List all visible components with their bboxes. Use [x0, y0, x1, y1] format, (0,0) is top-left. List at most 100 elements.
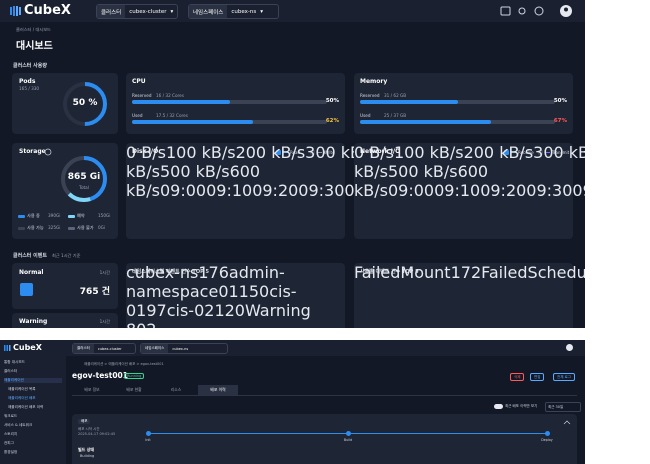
bar-total: 120: [214, 301, 245, 320]
build-status: Building: [80, 454, 95, 458]
action-button[interactable]: 삭제: [510, 373, 525, 381]
tab[interactable]: 배포 이력: [198, 385, 238, 395]
sidebar-item[interactable]: 환경설정: [4, 450, 18, 454]
logo: CubeX: [24, 3, 71, 18]
dashboard-screenshot: CubeX 클러스터 cubex-cluster ▾ 네임스페이스 cubex-n…: [0, 0, 585, 328]
normal-card: Normal 1시간 765 건: [12, 263, 118, 309]
card-title: 네임스페이스별 이벤트 건수 TOP 5: [132, 269, 209, 275]
card-title: Normal: [19, 269, 44, 276]
row-label: admin-namespace01: [126, 263, 285, 301]
namespace-select[interactable]: 네임스페이스 cubex-ns: [140, 343, 228, 354]
toggle[interactable]: [494, 404, 503, 409]
status-badge: Running: [124, 373, 145, 379]
x-tick-label: 09:00: [159, 181, 207, 200]
bar-total: 176: [198, 263, 229, 282]
avatar-head: [564, 7, 568, 12]
logo: CubeX: [13, 343, 42, 352]
reserved-detail: 31 / 62 GB: [384, 93, 407, 98]
page-title: 대시보드: [16, 41, 53, 52]
period: 1시간: [99, 270, 110, 275]
caret: ▾: [170, 8, 174, 15]
y-tick-label: 300 kB/s: [533, 143, 585, 162]
y-tick-label: 100 kB/s: [165, 143, 236, 162]
sidebar-item[interactable]: 통합 대시보드: [4, 360, 25, 364]
reserved-detail: 16 / 32 Cores: [156, 93, 184, 98]
used-percent: 62%: [325, 118, 339, 124]
sidebar-item[interactable]: 애플리케이션 배포 이력: [8, 405, 44, 409]
terminal-icon[interactable]: [500, 6, 511, 16]
y-tick-label: 0 B/s: [126, 143, 166, 162]
deployment-screenshot: CubeX 클러스터 cubex-cluster 네임스페이스 cubex-ns 통…: [0, 340, 585, 464]
progress-fill: [360, 100, 458, 104]
breadcrumb: 애플리케이션 > 애플리케이션 배포 > egov-test001: [84, 362, 164, 366]
reserved-percent: 50%: [325, 98, 339, 104]
card-title: Network I/O: [360, 148, 401, 155]
progress-fill: [360, 120, 491, 124]
sidebar-item[interactable]: 워크로드: [4, 414, 18, 418]
cluster-select[interactable]: 클러스터 cubex-cluster: [72, 343, 136, 354]
legend-checkbox[interactable]: [276, 150, 281, 155]
toggle-label: 최근 배포 이력만 보기: [505, 404, 538, 408]
step-dot: [145, 431, 151, 436]
row-label: cis-02: [166, 301, 215, 320]
sidebar-item[interactable]: 애플리케이션 배포: [8, 396, 36, 400]
sidebar-item[interactable]: 스토리지: [4, 432, 18, 436]
bar-total: 97: [146, 301, 167, 320]
legend-checkbox[interactable]: [538, 150, 543, 155]
bar-total: 150: [238, 282, 270, 301]
legend-label: Receive: [518, 149, 534, 155]
namespace-label: 네임스페이스: [189, 5, 228, 18]
pods-donut: [63, 82, 107, 126]
avatar[interactable]: [566, 344, 573, 351]
sidebar-item[interactable]: 애플리케이션 목록: [8, 387, 36, 391]
sidebar-item[interactable]: 애플리케이션: [4, 378, 62, 383]
caret: ▾: [260, 8, 264, 15]
step-label: Deploy: [541, 438, 553, 442]
namespace-value: cubex-ns: [231, 8, 257, 15]
help-icon[interactable]: [44, 148, 52, 156]
donut-segment: [63, 82, 107, 126]
legend-value: 390Gi: [48, 213, 61, 218]
sidebar-item[interactable]: 컨피그: [4, 441, 14, 445]
tab-bar: [72, 385, 577, 396]
x-tick-label: 09:10: [434, 181, 481, 200]
normal-icon: [20, 283, 33, 296]
page-title: egov-test001: [72, 371, 128, 380]
y-tick-label: 600 kB/s: [354, 162, 489, 200]
step-label: Init: [145, 438, 151, 442]
period-select[interactable]: 최근 30일: [545, 402, 581, 412]
action-button[interactable]: 편집: [530, 373, 545, 381]
language-icon[interactable]: [534, 6, 544, 16]
pods-card: Pods 165 / 330 50 %: [12, 73, 118, 134]
tab[interactable]: 배포 정보: [84, 387, 100, 392]
pods-count: 165 / 330: [19, 86, 40, 91]
sidebar-item[interactable]: 클러스터: [4, 369, 18, 373]
action-button[interactable]: 전체 로그: [553, 373, 575, 381]
legend-swatch: [18, 215, 25, 218]
namespace-select[interactable]: 네임스페이스 cubex-ns ▾: [188, 4, 279, 19]
step-label: Build: [343, 438, 353, 442]
legend-checkbox[interactable]: [310, 150, 315, 155]
cluster-label: 클러스터: [97, 5, 126, 18]
tab[interactable]: 배포 현황: [126, 387, 142, 392]
y-tick-label: 0 B/s: [354, 143, 394, 162]
step-dot: [544, 431, 550, 436]
tab[interactable]: 리소스: [170, 387, 182, 392]
x-tick-label: 09:10: [206, 181, 253, 200]
start-label: 배포 시작 시간: [78, 427, 100, 431]
network-io-card: Network I/O Receive Transmit 0 B/s100 kB/s2…: [354, 143, 585, 239]
collapse-icon[interactable]: [563, 420, 571, 425]
legend-value: 325Gi: [48, 225, 61, 230]
theme-icon[interactable]: [518, 7, 526, 15]
y-tick-label: 200 kB/s: [463, 143, 534, 162]
cluster-select[interactable]: 클러스터 cubex-cluster ▾: [96, 4, 178, 19]
storage-total-label: Total: [79, 185, 89, 190]
section-title: 클러스터 이벤트: [13, 253, 47, 259]
legend-checkbox[interactable]: [504, 150, 509, 155]
sidebar-item[interactable]: 서비스 & 네트워크: [4, 423, 33, 427]
namespace-label: 네임스페이스: [141, 344, 169, 353]
card-title: Memory: [360, 78, 388, 85]
header: [0, 0, 585, 22]
